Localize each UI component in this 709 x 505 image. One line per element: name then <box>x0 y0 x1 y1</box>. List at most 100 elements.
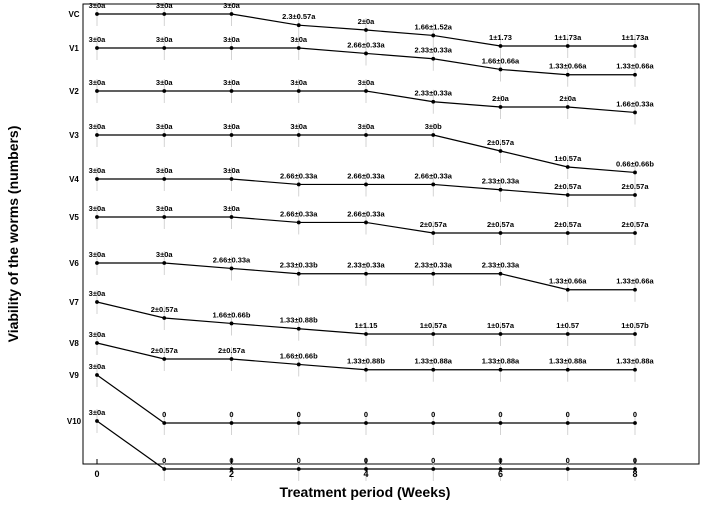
series-label-vc: VC <box>68 10 79 19</box>
data-label: 3±0a <box>290 78 307 87</box>
data-point <box>633 421 637 425</box>
data-label: 0 <box>566 456 570 465</box>
data-point <box>431 56 436 61</box>
data-point <box>229 266 234 271</box>
data-label: 1±1.73a <box>621 33 649 42</box>
data-label: 2±0.57a <box>487 138 515 147</box>
data-point <box>229 89 234 93</box>
data-label: 3±0a <box>156 166 173 175</box>
x-axis-title: Treatment period (Weeks) <box>280 484 451 500</box>
data-point <box>498 67 503 72</box>
data-label: 1.66±1.52a <box>415 22 453 31</box>
data-point <box>633 332 637 336</box>
data-point <box>565 165 570 169</box>
data-label: 2.66±0.33a <box>213 255 251 264</box>
data-label: 1.33±0.88b <box>280 316 318 325</box>
data-point <box>633 193 637 197</box>
data-label: 3±0a <box>156 250 173 259</box>
data-point <box>95 419 99 423</box>
data-label: 3±0a <box>89 166 106 175</box>
data-point <box>296 326 301 331</box>
plot-frame <box>82 3 700 465</box>
data-point <box>364 89 368 93</box>
data-point <box>229 321 234 326</box>
series-label-v9: V9 <box>69 371 79 380</box>
data-label: 2±0.57a <box>218 346 246 355</box>
data-point <box>162 12 167 16</box>
data-point <box>95 133 99 137</box>
data-point <box>633 110 637 115</box>
data-point <box>498 44 503 48</box>
data-label: 0.66±0.66b <box>616 159 654 168</box>
data-label: 3±0a <box>156 78 173 87</box>
data-point <box>364 28 368 32</box>
data-point <box>633 467 637 471</box>
data-label: 0 <box>162 410 166 419</box>
data-point <box>364 421 368 425</box>
data-label: 3±0a <box>89 250 106 259</box>
data-point <box>565 193 570 197</box>
data-point <box>633 44 637 48</box>
data-label: 3±0a <box>89 122 106 131</box>
data-label: 1±0.57a <box>487 321 515 330</box>
data-point <box>498 332 503 336</box>
data-label: 1±1.73 <box>489 33 512 42</box>
series-label-v5: V5 <box>69 213 79 222</box>
data-label: 3±0b <box>425 122 442 131</box>
data-point <box>565 231 570 235</box>
data-point <box>633 231 637 235</box>
data-label: 0 <box>498 410 502 419</box>
x-tick-label: 2 <box>229 469 234 479</box>
data-point <box>431 271 436 276</box>
data-label: 0 <box>297 410 301 419</box>
data-point <box>229 421 234 425</box>
data-label: 2±0.57a <box>621 182 649 191</box>
data-label: 1±0.57a <box>554 154 582 163</box>
data-point <box>95 373 99 377</box>
data-point <box>296 467 301 471</box>
data-point <box>95 46 99 50</box>
data-point <box>364 133 368 137</box>
data-label: 2±0.57a <box>554 182 582 191</box>
data-label: 2±0.57a <box>151 346 179 355</box>
data-label: 1.33±0.66a <box>616 62 654 71</box>
series-v1: V1 3±0a 3±0a 3±0a 3±0a 2.66±0.33a 2.33±0.33a 1.… <box>69 35 655 87</box>
data-label: 2.33±0.33a <box>482 261 520 270</box>
data-point <box>498 271 503 276</box>
data-point <box>229 46 234 50</box>
data-point <box>431 182 436 187</box>
data-label: 2±0.57a <box>420 220 448 229</box>
series-v6: V6 3±0a 3±0a 2.66±0.33a 2.33±0.33b 2.33±0.33a… <box>69 250 655 302</box>
data-label: 0 <box>162 456 166 465</box>
data-point <box>565 332 570 336</box>
y-axis-title: Viability of the worms (numbers) <box>5 126 21 343</box>
data-point <box>364 51 368 56</box>
data-label: 3±0a <box>156 122 173 131</box>
series-label-v3: V3 <box>69 131 79 140</box>
data-label: 1.33±0.88a <box>482 357 520 366</box>
data-label: 3±0a <box>223 166 240 175</box>
data-label: 1.33±0.66a <box>549 277 587 286</box>
data-label: 0 <box>364 410 368 419</box>
data-point <box>229 133 234 137</box>
data-point <box>633 287 637 292</box>
data-point <box>296 220 301 225</box>
data-point <box>162 316 167 320</box>
data-label: 1±0.57b <box>621 321 649 330</box>
data-point <box>565 367 570 372</box>
data-point <box>162 133 167 137</box>
data-label: 0 <box>229 410 233 419</box>
data-label: 1±0.57 <box>556 321 579 330</box>
data-point <box>565 105 570 109</box>
data-point <box>162 177 167 181</box>
data-label: 0 <box>566 410 570 419</box>
data-label: 3±0a <box>89 78 106 87</box>
series-label-v10: V10 <box>67 417 82 426</box>
data-label: 2.33±0.33a <box>415 89 453 98</box>
data-label: 3±0a <box>358 122 375 131</box>
series-label-v2: V2 <box>69 87 79 96</box>
data-point <box>364 271 368 276</box>
data-label: 3±0a <box>89 330 106 339</box>
data-label: 2.66±0.33a <box>347 171 385 180</box>
